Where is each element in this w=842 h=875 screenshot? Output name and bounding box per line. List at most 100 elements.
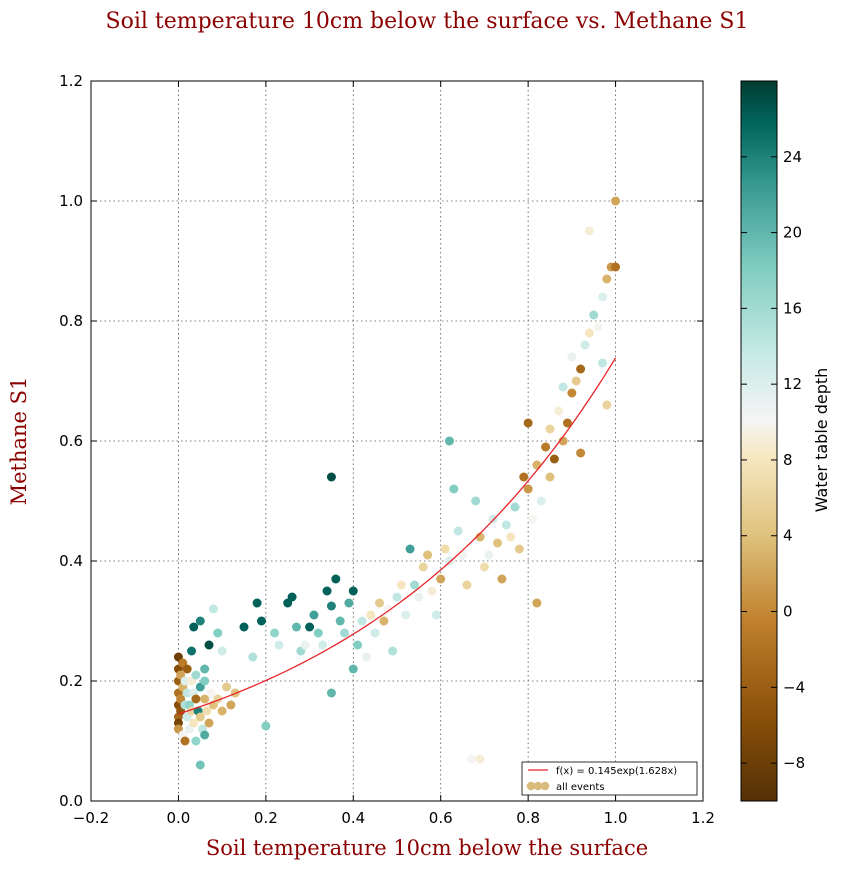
x-tick-label: 0.4 bbox=[341, 809, 365, 827]
legend-marker-swatch bbox=[526, 781, 550, 791]
data-point bbox=[549, 454, 559, 464]
data-point bbox=[458, 550, 468, 560]
data-point bbox=[274, 640, 284, 650]
data-point bbox=[431, 610, 441, 620]
data-point bbox=[326, 688, 336, 698]
data-point bbox=[248, 652, 258, 662]
data-point bbox=[208, 604, 218, 614]
data-point bbox=[571, 376, 581, 386]
data-point bbox=[195, 760, 205, 770]
data-point bbox=[567, 388, 577, 398]
data-point bbox=[357, 616, 367, 626]
data-point bbox=[204, 640, 214, 650]
colorbar-tick-label: 4 bbox=[783, 527, 793, 545]
data-point bbox=[270, 628, 280, 638]
colorbar-tick-label: 0 bbox=[783, 603, 793, 621]
data-point bbox=[191, 736, 201, 746]
legend-box bbox=[521, 761, 698, 796]
data-point bbox=[501, 520, 511, 530]
y-tick-label: 0.0 bbox=[59, 792, 83, 810]
data-point bbox=[344, 598, 354, 608]
data-point bbox=[200, 676, 210, 686]
data-point bbox=[318, 640, 328, 650]
data-point bbox=[348, 664, 358, 674]
data-point bbox=[532, 598, 542, 608]
data-point bbox=[584, 226, 594, 236]
y-tick-label: 1.2 bbox=[59, 72, 83, 90]
scatter-points bbox=[173, 196, 621, 770]
chart-title: Soil temperature 10cm below the surface … bbox=[106, 9, 749, 34]
data-point bbox=[239, 622, 249, 632]
data-point bbox=[361, 652, 371, 662]
data-point bbox=[514, 544, 524, 554]
legend-marker bbox=[533, 781, 543, 791]
colorbar-tick-label: −8 bbox=[783, 754, 805, 772]
data-point bbox=[370, 628, 380, 638]
data-point bbox=[202, 706, 212, 716]
colorbar-tick-label: 16 bbox=[783, 299, 802, 317]
data-point bbox=[479, 562, 489, 572]
data-point bbox=[593, 322, 603, 332]
data-point bbox=[326, 472, 336, 482]
data-point bbox=[528, 514, 538, 524]
colorbar-tick-label: 20 bbox=[783, 224, 802, 242]
data-point bbox=[523, 418, 533, 428]
data-point bbox=[440, 544, 450, 554]
data-point bbox=[576, 448, 586, 458]
data-point bbox=[392, 592, 402, 602]
data-point bbox=[213, 628, 223, 638]
data-point bbox=[189, 718, 199, 728]
data-point bbox=[510, 502, 520, 512]
x-axis-label: Soil temperature 10cm below the surface bbox=[206, 836, 648, 860]
data-point bbox=[396, 580, 406, 590]
data-point bbox=[204, 718, 214, 728]
fit-curve bbox=[178, 357, 617, 715]
data-point bbox=[401, 610, 411, 620]
data-point bbox=[580, 340, 590, 350]
data-point bbox=[180, 736, 190, 746]
y-axis-ticks: 0.0 0.2 0.4 0.6 0.8 1.0 1.2 bbox=[59, 72, 703, 810]
data-point bbox=[562, 418, 572, 428]
colorbar-label: Water table depth bbox=[812, 368, 831, 513]
data-point bbox=[217, 646, 227, 656]
data-point bbox=[200, 664, 210, 674]
data-point bbox=[353, 640, 363, 650]
data-point bbox=[200, 730, 210, 740]
data-point bbox=[195, 712, 205, 722]
x-tick-label: 0.8 bbox=[516, 809, 540, 827]
data-point bbox=[326, 601, 336, 611]
data-point bbox=[466, 754, 476, 764]
data-point bbox=[309, 610, 319, 620]
data-point bbox=[576, 364, 586, 374]
data-point bbox=[195, 616, 205, 626]
data-point bbox=[340, 628, 350, 638]
data-point bbox=[405, 544, 415, 554]
colorbar-tick-label: −4 bbox=[783, 678, 805, 696]
data-point bbox=[554, 406, 564, 416]
data-point bbox=[189, 622, 199, 632]
data-point bbox=[331, 574, 341, 584]
data-point bbox=[217, 706, 227, 716]
data-point bbox=[584, 328, 594, 338]
data-point bbox=[444, 556, 454, 566]
data-point bbox=[206, 688, 216, 698]
data-point bbox=[427, 586, 437, 596]
data-point bbox=[589, 310, 599, 320]
data-point bbox=[523, 484, 533, 494]
y-tick-label: 0.4 bbox=[59, 552, 83, 570]
data-point bbox=[226, 700, 236, 710]
y-tick-label: 0.8 bbox=[59, 312, 83, 330]
data-point bbox=[383, 604, 393, 614]
legend-marker bbox=[526, 781, 536, 791]
data-point bbox=[222, 682, 232, 692]
data-point bbox=[366, 610, 376, 620]
data-point bbox=[409, 580, 419, 590]
data-point bbox=[191, 694, 201, 704]
data-point bbox=[388, 646, 398, 656]
data-point bbox=[597, 358, 607, 368]
y-tick-label: 1.0 bbox=[59, 192, 83, 210]
legend-fit-label: f(x) = 0.145exp(1.628x) bbox=[556, 766, 677, 777]
data-point bbox=[602, 400, 612, 410]
data-point bbox=[423, 550, 433, 560]
